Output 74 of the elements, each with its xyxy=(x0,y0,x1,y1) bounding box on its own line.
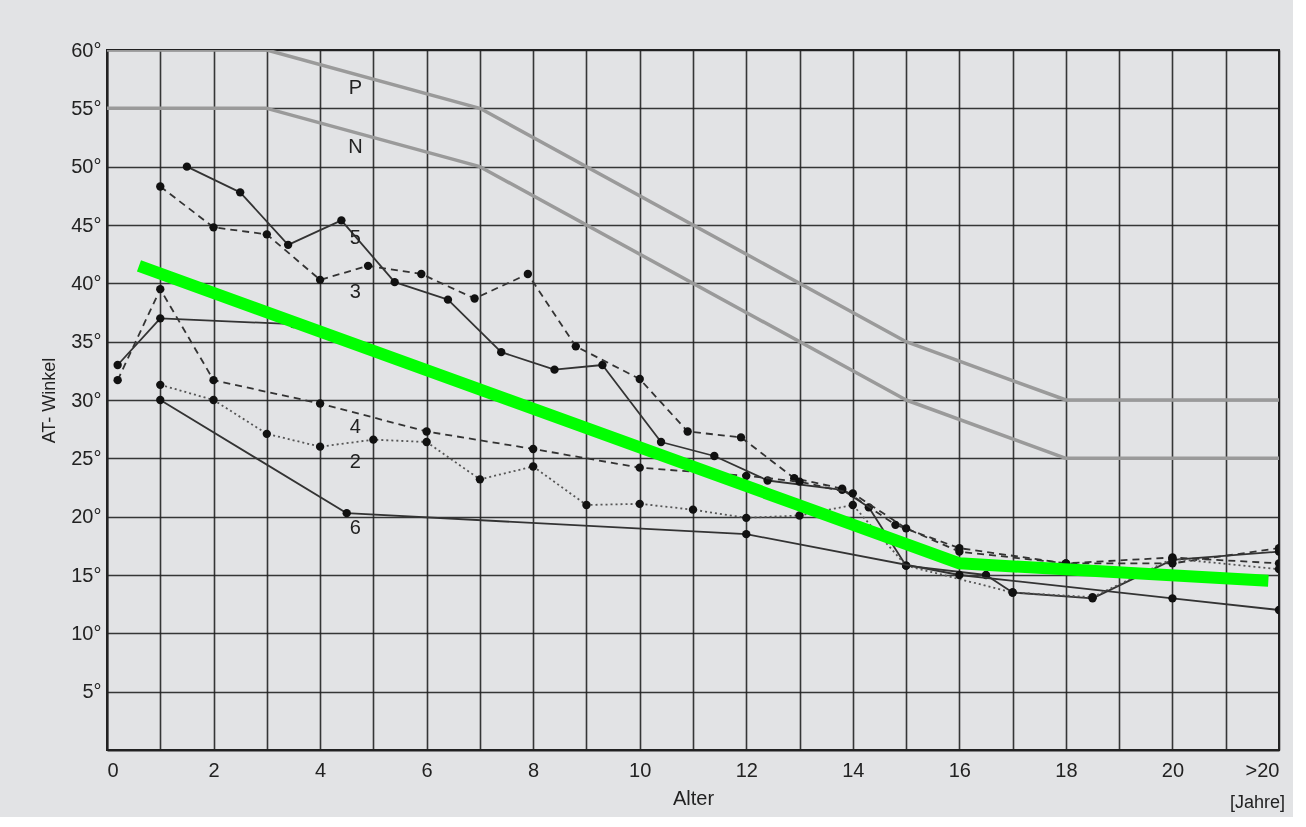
point xyxy=(417,269,426,279)
series-label: 3 xyxy=(349,279,361,302)
point xyxy=(598,360,607,370)
point xyxy=(635,463,644,472)
point xyxy=(236,188,245,197)
x-tick-label: >20 xyxy=(1245,758,1280,781)
series-label: N xyxy=(348,134,363,157)
point xyxy=(113,360,122,370)
point xyxy=(283,240,293,250)
y-tick-label: 5° xyxy=(82,680,102,703)
y-tick-label: 60° xyxy=(71,38,102,61)
y-tick-label: 35° xyxy=(71,330,102,353)
point xyxy=(795,477,804,486)
point xyxy=(901,524,911,533)
point xyxy=(742,529,751,539)
point xyxy=(635,374,644,384)
point xyxy=(710,451,719,461)
point xyxy=(209,375,218,385)
point xyxy=(156,182,165,191)
x-tick-label: 12 xyxy=(735,758,758,781)
point xyxy=(523,269,533,279)
series-label: P xyxy=(348,76,363,99)
point xyxy=(683,427,692,436)
y-tick-label: 15° xyxy=(71,563,102,586)
point xyxy=(315,399,325,408)
x-tick-label: 8 xyxy=(528,758,540,781)
y-tick-label: 50° xyxy=(71,155,102,178)
point xyxy=(470,294,479,303)
point xyxy=(182,162,192,171)
x-tick-label: 2 xyxy=(208,758,220,781)
y-tick-label: 45° xyxy=(71,213,102,236)
point xyxy=(315,275,325,285)
y-tick-label: 30° xyxy=(71,388,102,411)
point xyxy=(422,427,431,436)
point xyxy=(529,444,538,454)
y-tick-label: 25° xyxy=(71,446,102,469)
y-tick-label: 20° xyxy=(71,505,102,528)
point xyxy=(363,261,373,271)
x-tick-label: 14 xyxy=(842,758,865,781)
y-axis-title: AT- Winkel xyxy=(39,357,60,444)
x-tick-label: 0 xyxy=(107,758,119,781)
y-tick-label: 40° xyxy=(71,271,102,294)
point xyxy=(337,216,346,225)
point xyxy=(443,295,453,304)
x-tick-label: 6 xyxy=(421,758,433,781)
point xyxy=(848,489,857,498)
point xyxy=(156,284,165,294)
point xyxy=(262,230,271,239)
point xyxy=(656,437,666,447)
series-label: 6 xyxy=(349,515,361,538)
point xyxy=(955,570,964,580)
point xyxy=(497,347,506,357)
x-tick-label: 18 xyxy=(1055,758,1078,781)
point xyxy=(736,433,746,442)
point xyxy=(1168,594,1177,603)
point xyxy=(113,375,122,385)
point xyxy=(891,520,900,530)
point xyxy=(156,314,165,323)
point xyxy=(550,365,559,374)
x-axis-title: Alter xyxy=(672,786,715,809)
x-tick-label: 16 xyxy=(948,758,971,781)
x-tick-label: 20 xyxy=(1161,758,1185,781)
series-label: 4 xyxy=(349,415,361,438)
y-tick-label: 55° xyxy=(71,96,102,119)
text: [Jahre] xyxy=(1229,792,1285,812)
point xyxy=(209,223,218,232)
point xyxy=(742,471,751,481)
point xyxy=(342,508,351,518)
x-tick-label: 4 xyxy=(315,758,327,781)
point xyxy=(571,342,580,351)
point xyxy=(390,277,399,287)
x-tick-label: 10 xyxy=(629,758,652,781)
y-tick-label: 10° xyxy=(71,621,102,644)
point xyxy=(156,395,165,405)
